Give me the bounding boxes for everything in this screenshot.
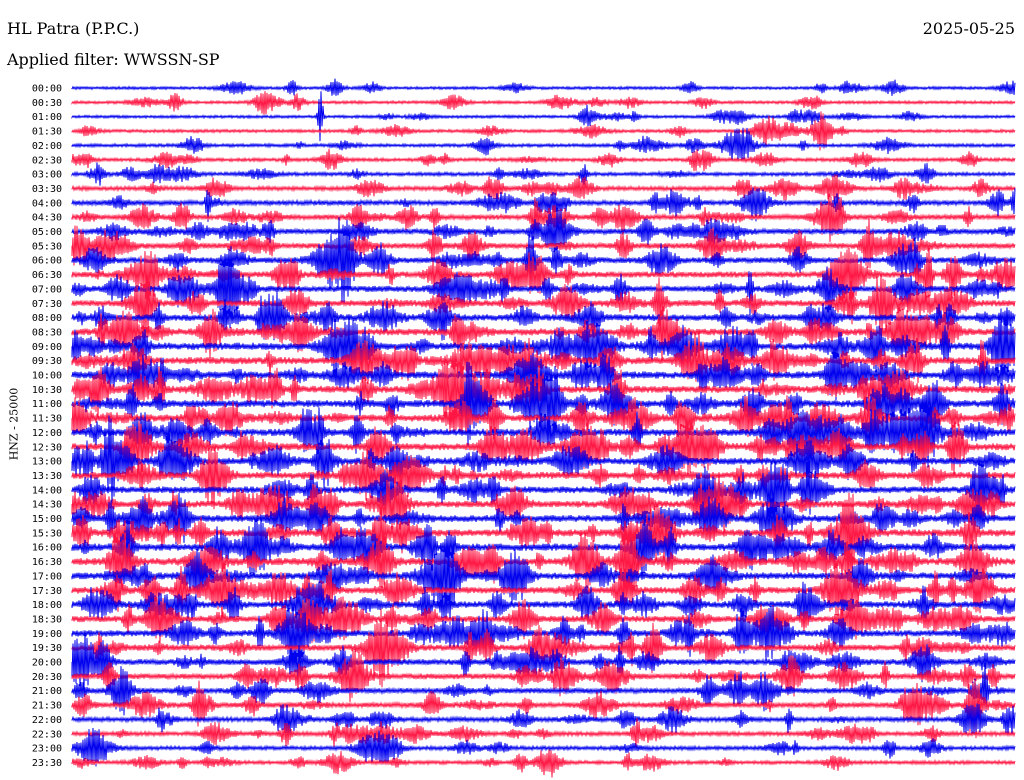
trace-1500 xyxy=(71,492,1016,545)
trace-0730 xyxy=(71,270,1016,338)
time-label-1300: 13:00 xyxy=(32,457,62,468)
time-label-0830: 08:30 xyxy=(32,327,62,338)
time-label-2000: 20:00 xyxy=(32,658,62,669)
time-label-1830: 18:30 xyxy=(32,614,62,625)
time-label-1600: 16:00 xyxy=(32,543,62,554)
trace-1700 xyxy=(71,529,1016,626)
trace-0530 xyxy=(71,218,1016,269)
trace-1830 xyxy=(71,596,1016,644)
time-label-1130: 11:30 xyxy=(32,414,62,425)
filter-label: Applied filter: WWSSN-SP xyxy=(7,50,220,69)
time-label-1730: 17:30 xyxy=(32,586,62,597)
time-label-2230: 22:30 xyxy=(32,729,62,740)
time-label-1900: 19:00 xyxy=(32,629,62,640)
trace-1630 xyxy=(71,521,1016,607)
trace-0800 xyxy=(71,291,1016,341)
time-label-1330: 13:30 xyxy=(32,471,62,482)
trace-1400 xyxy=(71,458,1016,523)
time-label-0630: 06:30 xyxy=(32,270,62,281)
time-label-0030: 00:30 xyxy=(32,98,62,109)
seismic-traces xyxy=(71,78,1016,778)
trace-1000 xyxy=(71,351,1016,401)
trace-1930 xyxy=(71,608,1016,688)
trace-1200 xyxy=(71,390,1016,468)
trace-0700 xyxy=(71,246,1016,329)
trace-2330 xyxy=(71,749,1016,778)
trace-0300 xyxy=(71,162,1016,186)
trace-2130 xyxy=(71,680,1016,739)
time-label-0730: 07:30 xyxy=(32,299,62,310)
time-label-0700: 07:00 xyxy=(32,284,62,295)
time-label-0600: 06:00 xyxy=(32,256,62,267)
time-label-0430: 04:30 xyxy=(32,213,62,224)
time-label-1530: 15:30 xyxy=(32,528,62,539)
station-title: HL Patra (P.P.C.) xyxy=(7,19,140,38)
trace-1100 xyxy=(71,361,1016,450)
time-label-1430: 14:30 xyxy=(32,500,62,511)
trace-2200 xyxy=(71,703,1016,736)
trace-0130 xyxy=(71,111,1016,151)
trace-1300 xyxy=(71,415,1016,506)
time-label-2300: 23:00 xyxy=(32,744,62,755)
trace-1130 xyxy=(71,388,1016,451)
trace-2230 xyxy=(71,718,1016,749)
trace-0330 xyxy=(71,174,1016,202)
time-label-0000: 00:00 xyxy=(32,84,62,95)
trace-0900 xyxy=(71,308,1016,386)
date-label: 2025-05-25 xyxy=(922,19,1015,38)
time-label-1200: 12:00 xyxy=(32,428,62,439)
time-labels: 00:00 00:30 01:00 01:30 02:00 02:30 03:00 03:30… xyxy=(32,84,62,769)
time-label-2030: 20:30 xyxy=(32,672,62,683)
time-label-0330: 03:30 xyxy=(32,184,62,195)
trace-2030 xyxy=(71,648,1016,703)
trace-1530 xyxy=(71,492,1016,580)
time-label-1930: 19:30 xyxy=(32,643,62,654)
trace-0000 xyxy=(71,78,1016,96)
trace-0400 xyxy=(71,187,1016,222)
time-label-1000: 10:00 xyxy=(32,371,62,382)
time-label-0230: 02:30 xyxy=(32,155,62,166)
trace-0430 xyxy=(71,193,1016,242)
trace-0030 xyxy=(71,91,1016,115)
trace-1230 xyxy=(71,417,1016,475)
trace-1600 xyxy=(71,515,1016,579)
time-label-1800: 18:00 xyxy=(32,600,62,611)
time-label-2330: 23:30 xyxy=(32,758,62,769)
trace-1030 xyxy=(71,349,1016,433)
time-label-0300: 03:00 xyxy=(32,170,62,181)
time-label-0400: 04:00 xyxy=(32,198,62,209)
time-label-1630: 16:30 xyxy=(32,557,62,568)
time-label-1230: 12:30 xyxy=(32,442,62,453)
time-label-0930: 09:30 xyxy=(32,356,62,367)
time-label-2200: 22:00 xyxy=(32,715,62,726)
time-label-1030: 10:30 xyxy=(32,385,62,396)
time-label-0530: 05:30 xyxy=(32,241,62,252)
trace-0230 xyxy=(71,148,1016,172)
trace-0830 xyxy=(71,306,1016,362)
time-label-2130: 21:30 xyxy=(32,701,62,712)
time-label-0900: 09:00 xyxy=(32,342,62,353)
time-label-1500: 15:00 xyxy=(32,514,62,525)
trace-1330 xyxy=(71,443,1016,510)
time-label-0500: 05:00 xyxy=(32,227,62,238)
trace-2000 xyxy=(71,632,1016,692)
trace-1900 xyxy=(71,605,1016,665)
trace-0930 xyxy=(71,330,1016,384)
time-label-0200: 02:00 xyxy=(32,141,62,152)
time-label-2100: 21:00 xyxy=(32,686,62,697)
time-label-1400: 14:00 xyxy=(32,485,62,496)
time-label-0130: 01:30 xyxy=(32,127,62,138)
time-label-0800: 08:00 xyxy=(32,313,62,324)
trace-2100 xyxy=(71,662,1016,716)
time-label-0100: 01:00 xyxy=(32,112,62,123)
trace-0100 xyxy=(71,91,1016,142)
time-label-1100: 11:00 xyxy=(32,399,62,410)
trace-0500 xyxy=(71,207,1016,253)
time-label-1700: 17:00 xyxy=(32,571,62,582)
trace-0200 xyxy=(71,127,1016,162)
trace-1430 xyxy=(71,473,1016,534)
trace-2300 xyxy=(71,727,1016,767)
